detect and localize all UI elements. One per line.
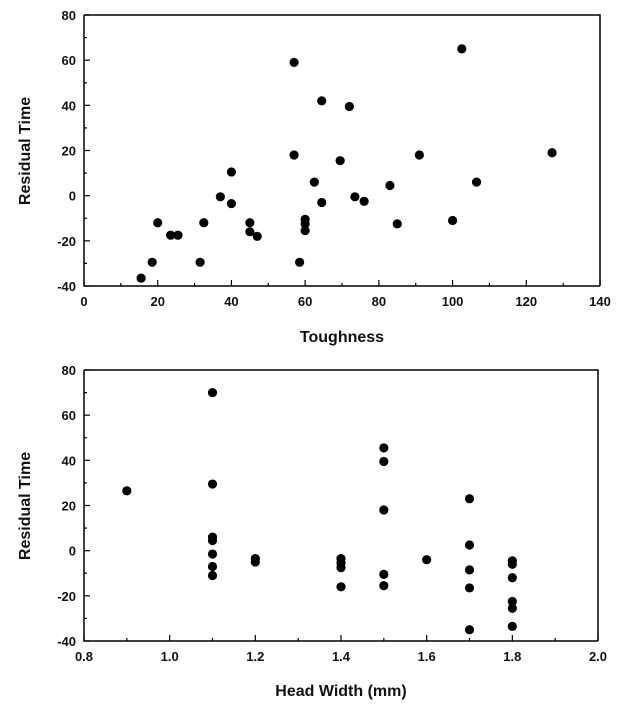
data-point — [195, 257, 205, 267]
data-point — [289, 150, 299, 160]
data-point — [336, 563, 346, 573]
y-tick-label: 20 — [62, 499, 76, 514]
toughness-scatter-chart: Toughness Residual Time 0 20 40 60 80 100 120 1… — [17, 8, 611, 346]
data-point — [379, 569, 389, 579]
y-tick-label: 60 — [62, 408, 76, 423]
data-point — [392, 219, 402, 229]
data-point — [379, 581, 389, 591]
data-point — [300, 226, 310, 236]
plot-frame — [83, 15, 600, 287]
data-point — [507, 603, 517, 613]
y-tick-label: 80 — [62, 8, 76, 23]
data-point — [245, 227, 255, 237]
data-point — [317, 197, 327, 208]
data-point — [379, 456, 389, 467]
x-tick-label: 1.8 — [503, 649, 521, 664]
data-point — [335, 156, 345, 166]
y-tick-label: 40 — [62, 453, 76, 468]
data-point — [414, 150, 424, 160]
y-tick-label: -20 — [57, 589, 76, 604]
data-point — [464, 583, 475, 593]
y-axis-title: Residual Time — [17, 97, 34, 205]
data-point — [147, 257, 157, 267]
data-point — [507, 559, 517, 569]
y-axis-title: Residual Time — [17, 452, 34, 560]
x-tick-label: 100 — [442, 294, 464, 309]
data-point — [199, 218, 209, 228]
data-point — [359, 196, 369, 206]
data-point — [385, 180, 395, 191]
y-tick-label: 0 — [69, 189, 76, 204]
x-axis-title: Head Width (mm) — [275, 683, 406, 700]
data-point — [507, 621, 517, 631]
data-point — [207, 387, 218, 398]
data-point — [350, 192, 360, 202]
data-point — [207, 561, 218, 572]
data-point — [309, 177, 319, 187]
data-point — [289, 57, 299, 68]
data-point — [136, 273, 146, 283]
data-point — [122, 486, 132, 496]
y-tick-label: -40 — [57, 279, 76, 294]
y-tick-label: -20 — [57, 234, 76, 249]
data-point — [464, 494, 475, 504]
data-point — [215, 192, 225, 202]
y-tick-label: 20 — [62, 144, 76, 159]
data-point — [379, 443, 389, 453]
data-point — [507, 596, 517, 607]
x-tick-label: 0.8 — [75, 649, 93, 664]
x-tick-label: 120 — [515, 294, 537, 309]
data-point — [317, 96, 327, 106]
x-tick-label: 40 — [224, 294, 238, 309]
x-tick-label: 0 — [80, 294, 87, 309]
x-tick-label: 80 — [372, 294, 386, 309]
data-point — [344, 101, 354, 112]
data-point — [166, 230, 176, 240]
plot-frame — [83, 370, 598, 642]
data-point — [379, 505, 389, 515]
data-point — [464, 565, 475, 575]
data-point — [207, 570, 218, 581]
data-point — [507, 573, 517, 583]
data-point — [457, 44, 467, 54]
data-point — [547, 148, 557, 158]
data-point — [422, 555, 432, 565]
data-point — [252, 231, 262, 241]
data-point — [464, 625, 475, 635]
data-point — [226, 167, 237, 177]
data-point — [207, 549, 218, 559]
data-point — [300, 219, 310, 229]
data-point — [295, 257, 305, 267]
data-point — [207, 535, 218, 546]
y-tick-label: 40 — [62, 98, 76, 113]
x-tick-label: 1.4 — [332, 649, 351, 664]
x-tick-label: 1.6 — [418, 649, 436, 664]
y-tick-label: 60 — [62, 53, 76, 68]
x-tick-label: 1.0 — [161, 649, 179, 664]
data-point — [471, 177, 482, 187]
data-point — [336, 582, 346, 592]
plot-frame — [84, 369, 599, 641]
data-point — [226, 198, 237, 209]
data-point — [245, 218, 255, 228]
x-tick-label: 1.2 — [246, 649, 264, 664]
data-point — [464, 540, 475, 550]
x-tick-label: 20 — [150, 294, 164, 309]
data-point — [173, 230, 183, 240]
data-point — [447, 215, 458, 226]
x-tick-label: 60 — [298, 294, 312, 309]
x-tick-label: 140 — [589, 294, 611, 309]
x-axis-title: Toughness — [300, 329, 384, 346]
data-point — [250, 557, 260, 567]
plot-frame — [84, 14, 601, 286]
data-point — [207, 479, 218, 489]
y-tick-label: -40 — [57, 634, 76, 649]
y-tick-label: 80 — [62, 363, 76, 378]
y-tick-label: 0 — [69, 544, 76, 559]
x-tick-label: 2.0 — [589, 649, 607, 664]
head-width-scatter-chart: Head Width (mm) Residual Time 0.8 1.0 1.2 1… — [17, 363, 607, 700]
data-point — [153, 218, 163, 228]
